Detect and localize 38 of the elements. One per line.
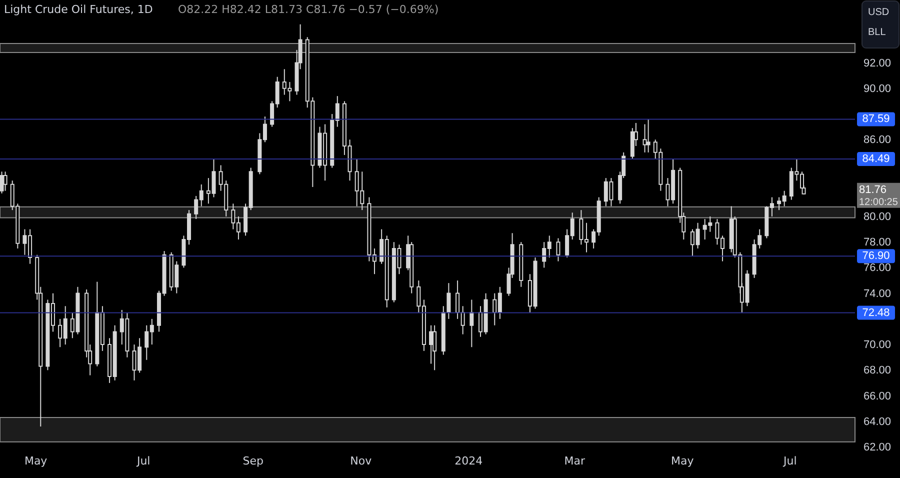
x-tick-label: 2024 [454,454,483,468]
candlestick [646,118,650,153]
candlestick [0,171,4,194]
candlestick [432,324,437,371]
y-tick-label: 62.00 [864,442,892,454]
text: 81.76 [859,184,887,196]
y-tick-label: 86.00 [864,134,892,146]
text: USD [868,7,890,18]
y-tick-label: 64.00 [864,416,892,428]
y-tick-label: 80.00 [864,210,892,223]
candlestick [429,324,434,364]
y-tick-label: 90.00 [864,82,892,95]
x-tick-label: Jul [782,454,797,468]
x-tick-label: Jul [136,454,150,468]
ref-line-label: 84.49 [862,152,890,165]
ref-line-label: 72.48 [862,306,890,319]
x-tick-label: May [671,454,694,468]
candlestick [556,238,560,262]
candlestick [642,124,647,153]
text: BLL [868,27,886,38]
candlestick [470,299,474,348]
y-tick-label: 76.00 [864,262,892,274]
x-tick-label: Mar [564,454,586,468]
y-tick-label: 78.00 [864,236,892,249]
y-tick-label: 66.00 [864,390,892,402]
ref-line-label: 76.90 [862,250,890,262]
y-tick-label: 68.00 [864,364,892,377]
y-tick-label: 92.00 [864,57,892,70]
y-tick-label: 74.00 [864,288,892,300]
candlestick [3,171,8,192]
x-tick-label: Sep [242,454,264,468]
x-tick-label: Nov [350,454,372,468]
x-tick-label: May [24,454,48,468]
chart-title: Light Crude Oil Futures, 1D [4,3,153,16]
ref-line-label: 87.59 [862,113,890,126]
chart-subtitle: O82.22 H82.42 L81.73 C81.76 −0.57 (−0.69%) [178,3,439,16]
y-tick-label: 70.00 [864,339,892,352]
text: 12:00:25 [859,196,898,208]
